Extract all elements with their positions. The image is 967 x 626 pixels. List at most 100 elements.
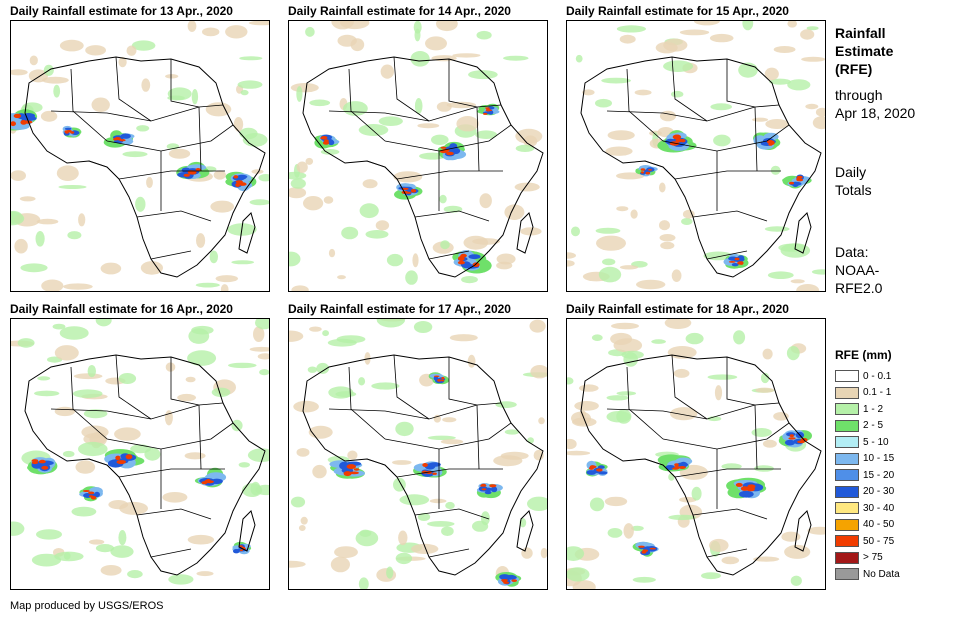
country-border [136, 210, 212, 222]
country-border [170, 357, 200, 406]
rainfall-cell [487, 111, 493, 114]
rainfall-cell [90, 496, 97, 500]
country-border [706, 548, 748, 558]
country-border [396, 468, 503, 478]
country-border [150, 250, 192, 260]
map-credit: Map produced by USGS/EROS [10, 600, 164, 612]
rainfall-cell [457, 260, 465, 265]
totals-line: Totals [835, 182, 872, 198]
legend-swatch [835, 386, 859, 399]
legend-label: 50 - 75 [863, 535, 895, 547]
country-border [328, 104, 502, 122]
legend-swatch [835, 568, 859, 581]
madagascar-outline [516, 510, 534, 552]
madagascar-outline [794, 212, 812, 254]
legend-swatch [835, 370, 859, 383]
heading-line: (RFE) [835, 61, 873, 77]
rainfall-cell [735, 482, 743, 487]
country-border [50, 104, 224, 122]
legend-item: 5 - 10 [835, 434, 900, 451]
rainfall-cell [339, 461, 350, 470]
rainfall-cell [731, 263, 739, 267]
rainfall-cell [597, 465, 605, 469]
rainfall-map [288, 318, 548, 590]
rainfall-field [567, 21, 825, 291]
legend-swatch [835, 551, 859, 564]
country-border [384, 124, 512, 152]
source-line: Data: [835, 244, 869, 260]
madagascar-outline [238, 212, 256, 254]
rainfall-cell [241, 546, 246, 549]
rainfall-cell [784, 439, 796, 446]
rainfall-cell [236, 174, 248, 179]
rainfall-cell [119, 139, 126, 142]
country-border [662, 124, 790, 152]
rainfall-cell [94, 491, 100, 498]
country-border [671, 56, 708, 122]
legend-label: 20 - 30 [863, 486, 895, 498]
rainfall-cell [125, 454, 133, 460]
rainfall-cell [638, 545, 645, 548]
source-line: RFE2.0 [835, 280, 883, 296]
rainfall-cell [113, 138, 119, 141]
rainfall-map [10, 20, 270, 292]
rainfall-map [288, 20, 548, 292]
through-value: Apr 18, 2020 [835, 105, 916, 121]
legend-swatch [835, 502, 859, 515]
rainfall-cell [353, 468, 360, 471]
panel-title: Daily Rainfall estimate for 13 Apr., 202… [10, 4, 233, 18]
country-border [366, 458, 398, 478]
country-border [170, 59, 200, 108]
rainfall-cell [70, 131, 75, 134]
country-border [448, 59, 478, 108]
country-border [115, 354, 152, 420]
country-border [88, 458, 120, 478]
country-border [606, 402, 780, 420]
country-border [70, 366, 108, 440]
madagascar-outline [516, 212, 534, 254]
rainfall-cell [487, 109, 493, 112]
rainfall-cell [679, 461, 688, 468]
rainfall-cell [115, 455, 121, 461]
legend-item: 50 - 75 [835, 533, 900, 550]
source-line: NOAA- [835, 262, 880, 278]
rainfall-cell [183, 173, 190, 177]
rainfall-cell [484, 490, 492, 495]
rainfall-cell [422, 463, 428, 467]
rainfall-cell [410, 189, 417, 193]
legend-item: 0 - 0.1 [835, 368, 900, 385]
rfe-legend: RFE (mm) 0 - 0.1 0.1 - 1 1 - 2 2 - 5 5 - 10 1… [835, 348, 900, 583]
through-label: through [835, 87, 883, 103]
legend-label: 40 - 50 [863, 519, 895, 531]
country-border [692, 210, 768, 222]
madagascar-outline [238, 510, 256, 552]
rainfall-cell [88, 491, 95, 495]
rainfall-cell [433, 375, 440, 378]
legend-label: No Data [863, 568, 900, 580]
rainfall-cell [640, 168, 646, 171]
country-border [671, 354, 708, 420]
rainfall-cell [645, 171, 651, 175]
rainfall-cell [343, 471, 352, 477]
madagascar-outline [794, 510, 812, 552]
rainfall-cell [481, 488, 487, 491]
rainfall-cell [195, 168, 201, 172]
legend-title: RFE (mm) [835, 348, 892, 362]
rainfall-cell [22, 116, 37, 121]
rainfall-cell [796, 178, 804, 182]
country-border [606, 104, 780, 122]
rainfall-cell [41, 465, 49, 470]
country-border [706, 250, 748, 260]
country-border [393, 354, 430, 420]
rainfall-cell [64, 127, 72, 131]
through-date: through Apr 18, 2020 [835, 86, 915, 122]
rainfall-cell [11, 121, 16, 127]
country-border [70, 68, 108, 142]
legend-item: 10 - 15 [835, 451, 900, 468]
country-border [384, 422, 512, 450]
rainfall-cell [734, 257, 740, 261]
country-border [662, 422, 790, 450]
legend-label: 30 - 40 [863, 502, 895, 514]
country-border [674, 170, 781, 180]
rainfall-cell [233, 175, 239, 179]
